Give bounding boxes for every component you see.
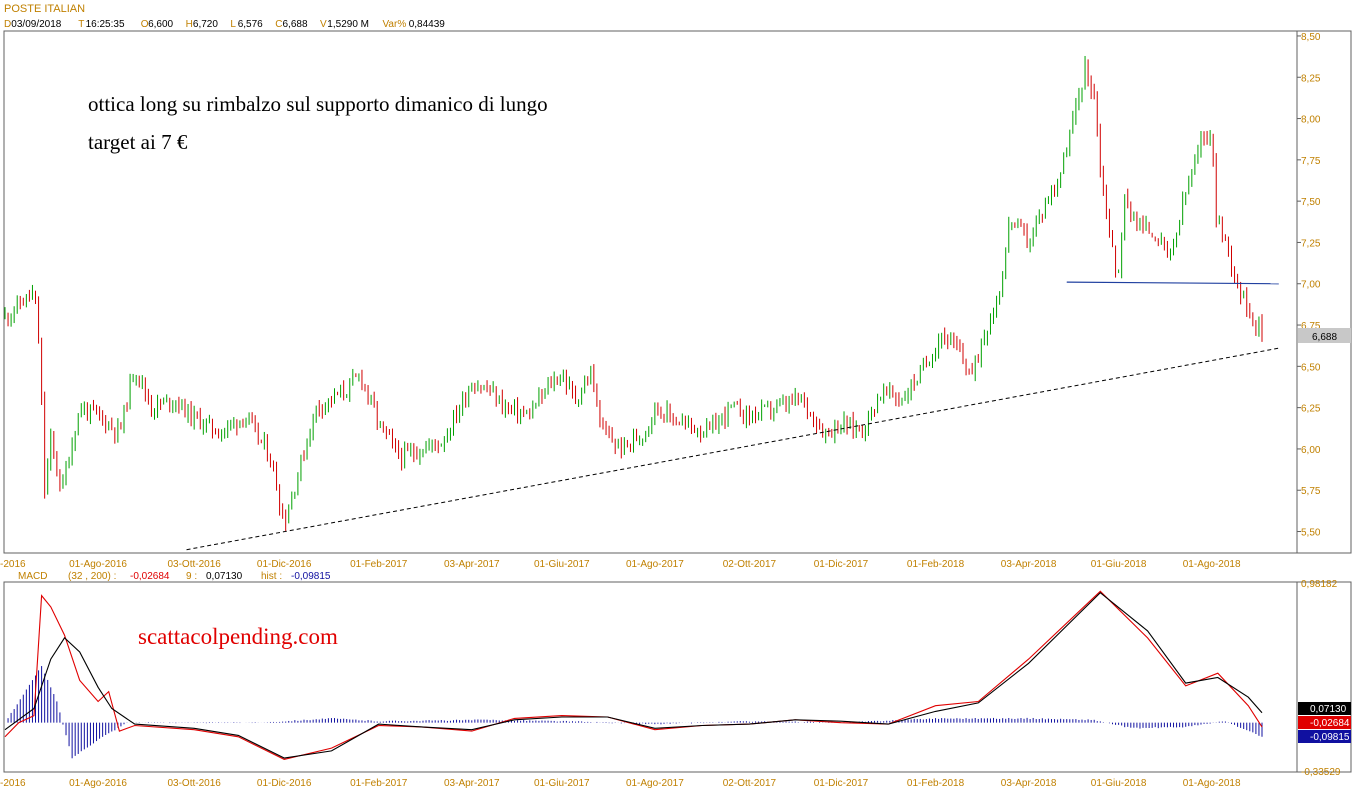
macd-line-signal xyxy=(4,591,1263,759)
price-y-tick-label: 7,75 xyxy=(1301,156,1321,167)
price-x-tick-label: 01-Ago-2016 xyxy=(69,559,127,570)
price-y-tick-label: 6,25 xyxy=(1301,404,1321,415)
macd-x-tick-label: 01-Dic-2016 xyxy=(257,778,312,789)
quote-value-4: 6,576 xyxy=(238,19,263,30)
last-price-tag-box xyxy=(1298,328,1351,343)
price-bars xyxy=(4,55,1263,531)
quote-row: D 03/09/2018 T 16:25:35 O 6,600 H 6,720 L 6,576 C 6… xyxy=(4,19,445,30)
price-y-tick-label: 6,50 xyxy=(1301,362,1321,373)
quote-label-4: L xyxy=(230,19,236,30)
price-y-ticks: 8,50 8,25 8,00 7,75 7,50 7,25 7,00 6,75 6,50 6,25… xyxy=(1297,32,1321,539)
price-lines xyxy=(186,281,1279,551)
macd-x-tick-label: Giu-2016 xyxy=(0,778,26,789)
macd-y-tick-label-bottom: -0,33529 xyxy=(1301,767,1341,778)
macd-x-tick-label: 03-Apr-2017 xyxy=(444,778,500,789)
price-x-ticks: Giu-2016 01-Ago-2016 03-Ott-2016 01-Dic-201… xyxy=(0,559,1241,570)
quote-label-1: T xyxy=(78,19,84,30)
resistance-line xyxy=(1066,281,1279,285)
annotation-line-2: target ai 7 € xyxy=(88,130,188,154)
price-y-tick-label: 5,50 xyxy=(1301,528,1321,539)
price-x-tick-label: 01-Giu-2018 xyxy=(1091,559,1147,570)
macd-value-tag-box xyxy=(1298,730,1351,743)
macd-x-tick-label: 03-Apr-2018 xyxy=(1001,778,1057,789)
macd-y-tick-label-top: 0,98182 xyxy=(1301,579,1338,590)
price-x-tick-label: 01-Dic-2017 xyxy=(814,559,869,570)
quote-label-6: V xyxy=(320,19,327,30)
price-x-tick-label: 01-Dic-2016 xyxy=(257,559,312,570)
quote-label-0: D xyxy=(4,19,11,30)
macd-value-tag-label: 0,07130 xyxy=(1310,704,1347,715)
macd-legend-name: MACD xyxy=(18,571,47,582)
macd-x-tick-label: 01-Feb-2018 xyxy=(907,778,965,789)
last-price-tag: 6,688 xyxy=(1298,328,1351,343)
macd-legend-macd-value: -0,02684 xyxy=(130,571,170,582)
price-x-tick-label: 03-Ott-2016 xyxy=(167,559,221,570)
price-x-tick-label: 01-Giu-2017 xyxy=(534,559,590,570)
macd-x-tick-label: 03-Ott-2016 xyxy=(167,778,221,789)
annotation-line-1: ottica long su rimbalzo sul supporto dim… xyxy=(88,92,548,116)
instrument-title: POSTE ITALIAN xyxy=(4,3,85,15)
macd-value-tag-label: -0,09815 xyxy=(1310,732,1350,743)
price-y-tick-label: 7,50 xyxy=(1301,197,1321,208)
price-x-tick-label: 01-Feb-2018 xyxy=(907,559,965,570)
price-x-tick-label: Giu-2016 xyxy=(0,559,26,570)
price-x-tick-label: 01-Feb-2017 xyxy=(350,559,408,570)
quote-value-3: 6,720 xyxy=(193,19,218,30)
macd-legend-params: (32 , 200) : xyxy=(68,571,116,582)
macd-legend-hist-value: -0,09815 xyxy=(291,571,331,582)
price-y-tick-label: 8,50 xyxy=(1301,32,1321,43)
support-trendline xyxy=(186,347,1279,551)
quote-value-2: 6,600 xyxy=(148,19,173,30)
quote-label-2: O xyxy=(141,19,149,30)
price-y-tick-label: 8,00 xyxy=(1301,115,1321,126)
macd-y-ticks: 0,98182 -0,33529 xyxy=(1301,579,1341,778)
price-y-tick-label: 7,25 xyxy=(1301,238,1321,249)
price-axis xyxy=(1296,30,1352,554)
macd-value-tag-box xyxy=(1298,716,1351,729)
quote-value-5: 6,688 xyxy=(283,19,308,30)
macd-value-tag-label: -0,02684 xyxy=(1310,718,1350,729)
macd-legend-hist-label: hist : xyxy=(261,571,282,582)
macd-x-tick-label: 01-Giu-2017 xyxy=(534,778,590,789)
macd-legend-signal-value: 0,07130 xyxy=(206,571,243,582)
quote-label-5: C xyxy=(275,19,282,30)
price-y-tick-label: 5,75 xyxy=(1301,486,1321,497)
price-x-tick-label: 02-Ott-2017 xyxy=(723,559,777,570)
price-y-tick-label: 7,00 xyxy=(1301,280,1321,291)
macd-x-tick-label: 01-Feb-2017 xyxy=(350,778,408,789)
macd-legend-signal-label: 9 : xyxy=(186,571,197,582)
macd-lines xyxy=(4,590,1263,760)
price-x-tick-label: 03-Apr-2018 xyxy=(1001,559,1057,570)
macd-x-tick-label: 01-Ago-2016 xyxy=(69,778,127,789)
quote-value-7: 0,84439 xyxy=(409,19,446,30)
price-y-tick-label: 8,25 xyxy=(1301,73,1321,84)
quote-value-1: 16:25:35 xyxy=(86,19,125,30)
macd-histogram xyxy=(4,666,1263,759)
watermark: scattacolpending.com xyxy=(138,624,338,649)
macd-x-tick-label: 01-Giu-2018 xyxy=(1091,778,1147,789)
macd-value-tags: 0,07130 -0,02684 -0,09815 xyxy=(1298,702,1351,743)
quote-value-0: 03/09/2018 xyxy=(11,19,61,30)
quote-value-6: 1,5290 M xyxy=(327,19,369,30)
quote-label-3: H xyxy=(186,19,193,30)
quote-label-7: Var% xyxy=(383,19,407,30)
last-price-label: 6,688 xyxy=(1312,332,1337,343)
macd-value-tag-box xyxy=(1298,702,1351,715)
macd-x-tick-label: 01-Ago-2017 xyxy=(626,778,684,789)
price-x-tick-label: 01-Ago-2018 xyxy=(1183,559,1241,570)
macd-x-tick-label: 02-Ott-2017 xyxy=(723,778,777,789)
price-y-tick-label: 6,00 xyxy=(1301,445,1321,456)
macd-x-ticks: Giu-2016 01-Ago-2016 03-Ott-2016 01-Dic-201… xyxy=(0,778,1241,789)
price-panel xyxy=(3,30,1298,554)
macd-axis xyxy=(1296,581,1352,773)
macd-x-tick-label: 01-Ago-2018 xyxy=(1183,778,1241,789)
price-x-tick-label: 01-Ago-2017 xyxy=(626,559,684,570)
price-y-tick-label: 6,75 xyxy=(1301,321,1321,332)
macd-x-tick-label: 01-Dic-2017 xyxy=(814,778,869,789)
macd-legend: MACD (32 , 200) : -0,02684 9 : 0,07130 hist :… xyxy=(18,571,331,582)
price-x-tick-label: 03-Apr-2017 xyxy=(444,559,500,570)
macd-panel xyxy=(3,581,1298,773)
